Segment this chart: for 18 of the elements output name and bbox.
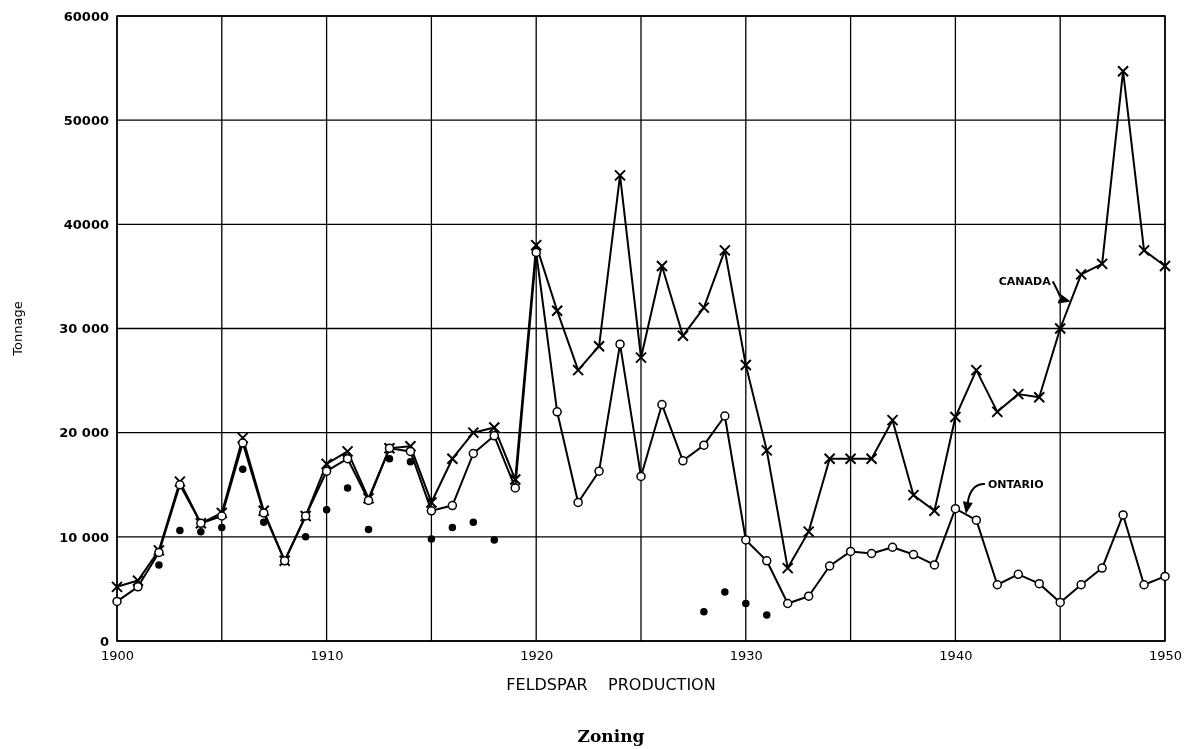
y-tick-label: 0 bbox=[99, 633, 109, 649]
y-tick-label: 10 000 bbox=[59, 529, 109, 545]
annotation: ONTARIO bbox=[987, 477, 1044, 491]
x-tick-label: 1930 bbox=[729, 648, 763, 664]
x-tick-label: 1900 bbox=[100, 648, 135, 664]
text: FELDSPAR PRODUCTION bbox=[506, 675, 716, 694]
annotation: CANADA bbox=[998, 275, 1052, 289]
y-tick-label: 40000 bbox=[63, 216, 109, 232]
y-tick-label: 60000 bbox=[63, 8, 109, 24]
y-tick-label: 30 000 bbox=[59, 321, 109, 337]
x-tick-label: 1920 bbox=[520, 648, 554, 664]
x-tick-label: 1940 bbox=[939, 648, 973, 664]
x-tick-label: 1910 bbox=[310, 648, 344, 664]
y-tick-label: 20 000 bbox=[59, 425, 109, 441]
y-tick-label: 50000 bbox=[63, 112, 109, 128]
y-axis-title: Tonnage bbox=[10, 301, 25, 357]
text: Zoning bbox=[577, 726, 645, 746]
x-tick-label: 1950 bbox=[1148, 648, 1183, 664]
